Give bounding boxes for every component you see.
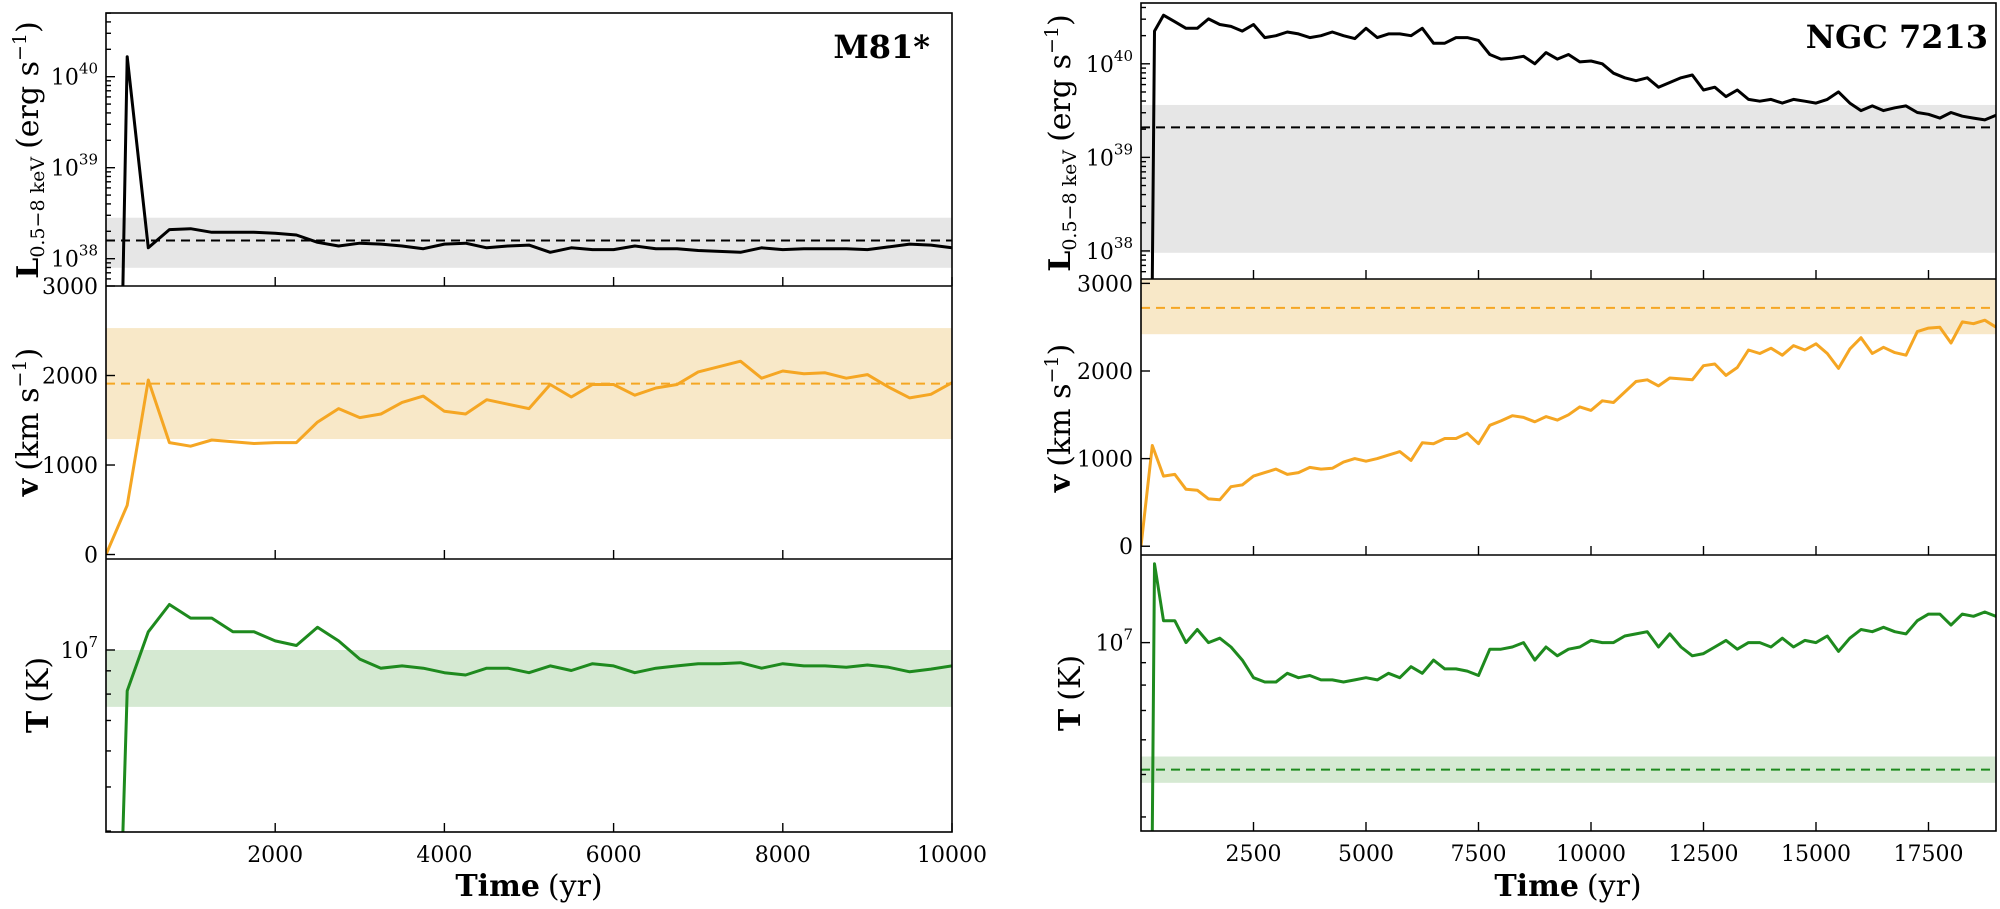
m81-temperature-series-line: [121, 603, 952, 832]
ngc7213-luminosity-ylabel: L0.5−8 keV(erg s−1): [1041, 14, 1081, 272]
m81-xtick-label: 4000: [416, 843, 472, 868]
ngc7213-luminosity-band: [1141, 104, 1996, 253]
m81-x-axis: 2000 4000 6000 8000 10000: [247, 843, 987, 868]
ngc7213-xtick-label: 17500: [1894, 842, 1964, 867]
m81-luminosity-series-line: [121, 55, 952, 286]
m81-temperature-panel: 107: [60, 603, 953, 832]
m81-temperature-ytick-label: 107: [60, 633, 98, 664]
m81-xtick-label: 10000: [917, 843, 987, 868]
m81-frame: [105, 12, 953, 833]
m81-velocity-ytick-label: 3000: [42, 275, 98, 300]
ngc7213-luminosity-ytick-label: 1040: [1086, 47, 1133, 78]
m81-chart: 1038 1039 1040 0 1000 2000 3000 107 2000 4000 6…: [9, 12, 987, 904]
ngc7213-frame: [1140, 2, 1997, 832]
ngc7213-velocity-ytick-label: 3000: [1077, 272, 1133, 297]
ngc7213-luminosity-ytick-label: 1038: [1086, 234, 1133, 265]
ngc7213-xtick-label: 10000: [1556, 842, 1626, 867]
ngc7213-x-label: Time (yr): [1494, 869, 1641, 904]
m81-luminosity-ytick-label: 1038: [51, 242, 98, 273]
m81-luminosity-panel: 1038 1039 1040: [51, 12, 953, 286]
m81-temperature-ylabel: T(K): [21, 657, 56, 733]
m81-title: M81*: [833, 28, 930, 66]
ngc7213-xtick-label: 15000: [1781, 842, 1851, 867]
ngc7213-temperature-ylabel: T(K): [1053, 655, 1088, 731]
ngc7213-velocity-series-line: [1141, 318, 1996, 547]
ngc7213-chart: 1038 1039 1040 0 1000 2000 3000 107 2500 5000 7…: [1041, 2, 1997, 904]
m81-temperature-band: [106, 650, 952, 707]
m81-velocity-ytick-label: 1000: [42, 454, 98, 479]
m81-x-label: Time (yr): [455, 869, 602, 904]
m81-xtick-label: 8000: [755, 843, 811, 868]
m81-velocity-panel: 0 1000 2000 3000: [42, 275, 953, 569]
ngc7213-velocity-ylabel: v(km s−1): [1041, 344, 1078, 493]
m81-velocity-ylabel: v(km s−1): [9, 348, 46, 497]
ngc7213-temperature-panel: 107: [1095, 562, 1996, 831]
ngc7213-luminosity-series-line: [1150, 13, 1996, 279]
ngc7213-xtick-label: 2500: [1226, 842, 1282, 867]
ngc7213-velocity-panel: 0 1000 2000 3000: [1077, 272, 1996, 560]
m81-velocity-ytick-label: 2000: [42, 365, 98, 390]
ngc7213-luminosity-ytick-label: 1039: [1086, 140, 1133, 171]
ngc7213-xtick-label: 7500: [1451, 842, 1507, 867]
ngc7213-title: NGC 7213: [1806, 18, 1988, 56]
m81-velocity-ytick-label: 0: [84, 544, 98, 569]
ngc7213-luminosity-panel: 1038 1039 1040: [1086, 6, 1996, 279]
ngc7213-velocity-ytick-label: 1000: [1077, 448, 1133, 473]
m81-luminosity-ytick-label: 1040: [51, 60, 98, 91]
m81-xtick-label: 2000: [247, 843, 303, 868]
ngc7213-x-axis: 2500 5000 7500 10000 12500 15000 17500: [1226, 842, 1964, 867]
ngc7213-temperature-ytick-label: 107: [1095, 626, 1133, 657]
ngc7213-velocity-ytick-label: 2000: [1077, 360, 1133, 385]
ngc7213-velocity-band: [1141, 279, 1996, 335]
m81-velocity-series-line: [106, 359, 952, 556]
ngc7213-xtick-label: 12500: [1669, 842, 1739, 867]
m81-luminosity-band: [106, 217, 952, 268]
ngc7213-temperature-series-line: [1150, 562, 1996, 831]
m81-xtick-label: 6000: [586, 843, 642, 868]
m81-luminosity-ylabel: L0.5−8 keV(erg s−1): [9, 21, 49, 279]
m81-luminosity-ytick-label: 1039: [51, 151, 98, 182]
ngc7213-velocity-ytick-label: 0: [1119, 535, 1133, 560]
ngc7213-xtick-label: 5000: [1338, 842, 1394, 867]
